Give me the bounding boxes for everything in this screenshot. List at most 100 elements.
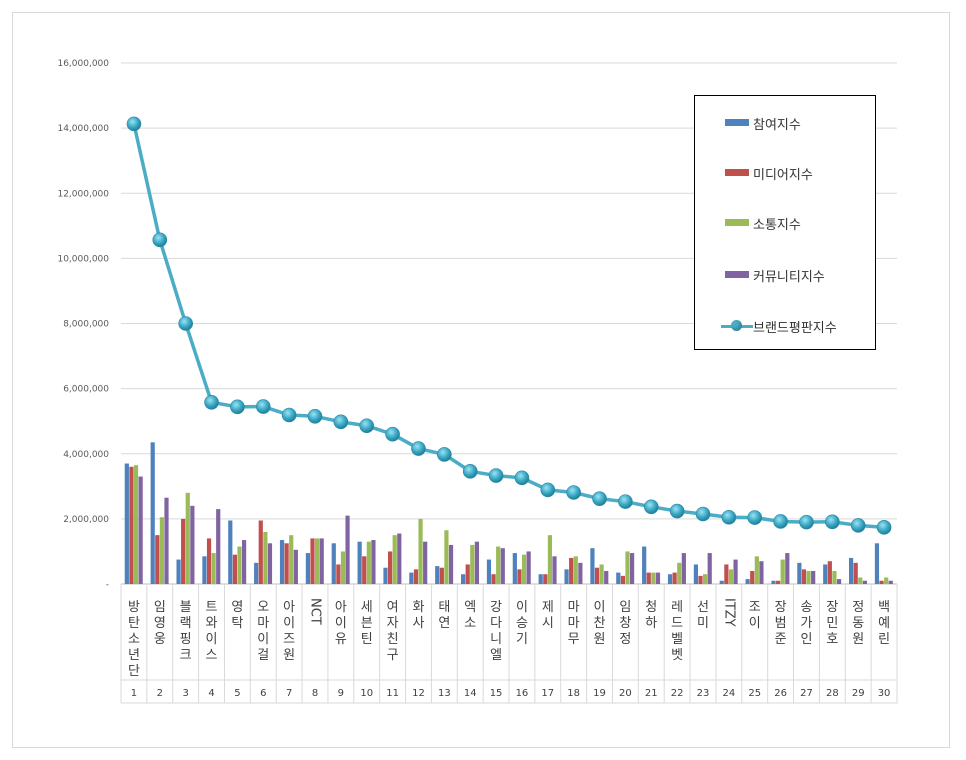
bar	[232, 554, 237, 584]
bar	[409, 572, 414, 584]
bar	[310, 538, 315, 584]
bar	[124, 463, 129, 584]
rank-label: 16	[516, 688, 529, 699]
brand-point	[643, 499, 659, 515]
bar	[754, 556, 759, 584]
legend-swatch-community	[725, 271, 749, 278]
brand-point	[462, 464, 478, 479]
rank-label: 29	[852, 688, 865, 699]
bar	[448, 544, 454, 584]
bar	[681, 553, 686, 584]
bar	[733, 559, 738, 584]
bar	[517, 569, 522, 584]
legend-label-brand: 브랜드평판지수	[753, 321, 837, 336]
bar	[228, 520, 233, 584]
brand-point	[514, 470, 530, 486]
bar	[780, 559, 785, 584]
bar	[862, 580, 867, 584]
bar	[811, 570, 816, 584]
legend-swatch-media	[725, 169, 749, 176]
brand-point	[747, 510, 763, 525]
bar	[573, 556, 578, 584]
bar	[750, 570, 755, 584]
bar	[258, 520, 263, 584]
legend-swatch-participation	[725, 119, 749, 126]
bar	[590, 548, 595, 584]
bar	[279, 540, 285, 584]
bar	[129, 466, 134, 584]
rank-label: 9	[338, 688, 344, 699]
rank-label: 2	[157, 688, 163, 699]
bar	[439, 567, 444, 584]
bar	[827, 561, 832, 584]
bar	[383, 567, 388, 584]
bar	[319, 538, 324, 584]
bar	[512, 553, 517, 584]
bar	[289, 535, 294, 584]
bar	[879, 580, 884, 584]
bar	[616, 572, 621, 584]
bar	[620, 575, 625, 584]
rank-label: 8	[312, 688, 318, 699]
legend-item-brand: 브랜드평판지수	[695, 316, 875, 336]
rank-label: 26	[774, 688, 787, 699]
bar	[371, 540, 376, 584]
legend-item-participation: 참여지수	[695, 113, 875, 133]
bar	[242, 540, 247, 584]
bar	[724, 564, 729, 584]
bar	[667, 574, 673, 584]
bar	[486, 559, 492, 584]
y-tick-label: 12,000,000	[57, 189, 109, 199]
brand-point	[204, 395, 219, 410]
bar	[526, 551, 531, 584]
bar	[745, 579, 750, 584]
legend-item-community: 커뮤니티지수	[695, 265, 875, 285]
chart-canvas: - 2,000,000 4,000,000 6,000,000 8,000,000 10,…	[57, 59, 898, 704]
brand-point	[825, 514, 840, 530]
bar	[237, 546, 242, 584]
rank-label: 11	[386, 688, 399, 699]
bar	[853, 562, 858, 584]
bar	[267, 543, 273, 584]
bar	[366, 541, 371, 584]
bar	[413, 569, 419, 584]
bar	[216, 509, 221, 584]
bar	[254, 562, 259, 584]
brand-point	[876, 520, 892, 535]
bar	[552, 556, 557, 584]
bar	[858, 577, 863, 584]
bar	[642, 546, 647, 584]
rank-label: 7	[286, 688, 292, 699]
rank-label: 17	[541, 688, 554, 699]
rank-label: 1	[131, 688, 137, 699]
rank-label: 14	[464, 688, 477, 699]
rank-label: 3	[182, 688, 188, 699]
bar	[728, 569, 734, 584]
rank-label: 30	[878, 688, 891, 699]
bar	[138, 476, 143, 584]
brand-point	[540, 482, 556, 498]
bar	[538, 574, 543, 584]
brand-point	[359, 418, 375, 434]
y-tick-label: 14,000,000	[57, 124, 109, 134]
y-tick-label: 6,000,000	[63, 385, 109, 395]
rank-label: 6	[260, 688, 266, 699]
rank-label: 13	[438, 688, 451, 699]
bar	[164, 497, 169, 584]
rank-label: 22	[671, 688, 684, 699]
